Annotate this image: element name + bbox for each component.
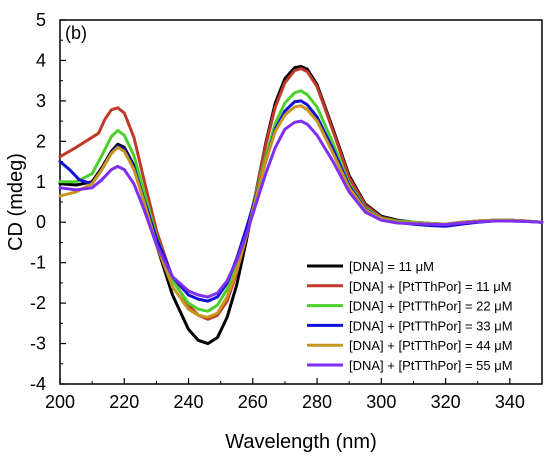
x-tick-label: 220	[109, 392, 139, 412]
legend-label: [DNA] + [PtTThPor] = 44 μM	[349, 338, 513, 353]
legend-label: [DNA] + [PtTThPor] = 22 μM	[349, 299, 513, 314]
x-tick-label: 340	[495, 392, 525, 412]
y-tick-label: 2	[36, 131, 46, 151]
panel-label: (b)	[65, 23, 87, 43]
series-lines	[58, 65, 544, 346]
legend-label: [DNA] + [PtTThPor] = 33 μM	[349, 318, 513, 333]
legend: [DNA] = 11 μM [DNA] + [PtTThPor] = 11 μM […	[307, 259, 513, 373]
x-axis-ticks: 200 220 240 260 280 300 320 340	[45, 378, 525, 412]
x-tick-label: 200	[45, 392, 75, 412]
x-tick-label: 300	[366, 392, 396, 412]
y-tick-label: 1	[36, 172, 46, 192]
y-tick-label: 4	[36, 50, 46, 70]
legend-label: [DNA] + [PtTThPor] = 55 μM	[349, 358, 513, 373]
legend-label: [DNA] = 11 μM	[349, 259, 434, 274]
x-tick-label: 240	[174, 392, 204, 412]
y-tick-label: -1	[30, 253, 46, 273]
x-axis-title: Wavelength (nm)	[225, 431, 377, 453]
y-axis-ticks: 5 4 3 2 1 0 -1 -2 -3 -4	[30, 10, 66, 394]
series-line-6	[58, 119, 544, 299]
y-tick-label: 5	[36, 10, 46, 30]
x-tick-label: 280	[302, 392, 332, 412]
y-tick-label: -4	[30, 374, 46, 394]
y-tick-label: 0	[36, 212, 46, 232]
x-tick-label: 320	[431, 392, 461, 412]
y-tick-label: 3	[36, 91, 46, 111]
y-axis-title: CD (mdeg)	[5, 153, 27, 251]
x-tick-label: 260	[238, 392, 268, 412]
y-tick-label: -3	[30, 334, 46, 354]
legend-label: [DNA] + [PtTThPor] = 11 μM	[349, 279, 512, 294]
y-tick-label: -2	[30, 293, 46, 313]
